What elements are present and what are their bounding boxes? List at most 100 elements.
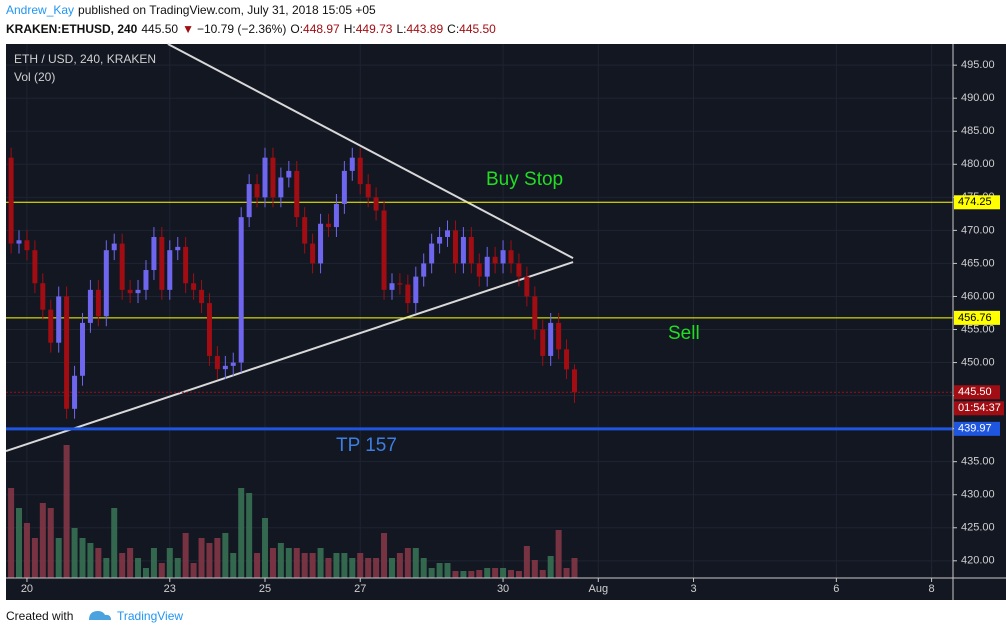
ohlc-key: C: xyxy=(447,22,459,36)
volume-bar xyxy=(222,533,229,578)
x-tick-label: Aug xyxy=(589,583,609,595)
volume-bar xyxy=(563,568,570,578)
candle-body xyxy=(413,276,419,304)
volume-bar xyxy=(55,538,62,578)
volume-bar xyxy=(452,571,459,578)
volume-bar xyxy=(341,553,348,578)
candle-body xyxy=(135,289,141,294)
volume-bar xyxy=(388,558,395,578)
volume-bar xyxy=(119,553,126,578)
volume-bar xyxy=(142,568,149,578)
candle-body xyxy=(8,157,14,244)
volume-bar xyxy=(190,563,197,578)
ohlc-key: O: xyxy=(290,22,303,36)
candle-body xyxy=(341,170,347,204)
y-tick-label: 450.00 xyxy=(961,356,995,368)
candle-body xyxy=(318,223,324,264)
volume-bar xyxy=(468,571,475,578)
price-badge-label: 456.76 xyxy=(958,312,992,324)
x-tick-label: 23 xyxy=(164,583,176,595)
candle-body xyxy=(103,250,109,317)
ohlc-value: 443.89 xyxy=(406,22,443,36)
chart-bg xyxy=(6,44,1006,600)
candle-body xyxy=(405,284,411,304)
volume-bar xyxy=(39,503,46,578)
candle-body xyxy=(516,263,522,277)
author[interactable]: Andrew_Kay xyxy=(6,3,74,17)
annotation: TP 157 xyxy=(336,435,397,456)
volume-bar xyxy=(547,556,554,578)
volume-bar xyxy=(508,570,515,578)
volume-bar xyxy=(15,508,22,578)
volume-bar xyxy=(150,548,157,578)
volume-bar xyxy=(127,548,134,578)
candle-body xyxy=(564,349,570,370)
candle-body xyxy=(524,276,530,297)
volume-bar xyxy=(484,568,491,578)
x-tick-label: 6 xyxy=(833,583,839,595)
candle-body xyxy=(548,322,554,356)
volume-bar xyxy=(460,571,467,578)
candle-body xyxy=(571,369,577,393)
price-badge-label: 439.97 xyxy=(958,423,992,435)
x-tick-label: 3 xyxy=(690,583,696,595)
volume-bar xyxy=(444,563,451,578)
header-line-2: KRAKEN:ETHUSD, 240 445.50 ▼ −10.79 (−2.36%)… xyxy=(6,22,496,36)
candle-body xyxy=(64,296,70,409)
candle-body xyxy=(206,303,212,356)
volume-bar xyxy=(420,558,427,578)
volume-bar xyxy=(230,553,237,578)
volume-bar xyxy=(214,538,221,578)
volume-bar xyxy=(436,563,443,578)
y-tick-label: 495.00 xyxy=(961,59,995,71)
y-tick-label: 420.00 xyxy=(961,555,995,567)
x-tick-label: 25 xyxy=(259,583,271,595)
volume-bar xyxy=(254,553,261,578)
volume-bar xyxy=(166,548,173,578)
volume-bar xyxy=(182,533,189,578)
candle-body xyxy=(56,296,62,343)
candle-body xyxy=(532,296,538,330)
volume-bar xyxy=(476,570,483,578)
y-tick-label: 470.00 xyxy=(961,224,995,236)
price-badge xyxy=(954,310,1000,325)
volume-bar xyxy=(206,543,213,578)
volume-bar xyxy=(571,558,578,578)
candle-body xyxy=(373,197,379,211)
candle-body xyxy=(95,289,101,317)
price-badge xyxy=(954,385,1000,400)
volume-bar xyxy=(349,558,356,578)
ohlc-key: L: xyxy=(396,22,406,36)
annotation: Sell xyxy=(668,323,700,344)
candle-body xyxy=(119,243,125,290)
volume-bar xyxy=(301,553,308,578)
footer-brand[interactable]: TradingView xyxy=(117,609,183,623)
candle-body xyxy=(40,283,46,310)
candle-body xyxy=(48,309,54,343)
candle-body xyxy=(381,210,387,290)
volume-bar xyxy=(515,571,522,578)
candle-body xyxy=(278,177,284,198)
candle-body xyxy=(437,236,443,244)
volume-bar xyxy=(357,553,364,578)
candle-body xyxy=(556,322,562,350)
candle-body xyxy=(468,236,474,264)
candle-body xyxy=(159,236,165,290)
candle-body xyxy=(310,243,316,264)
candle-body xyxy=(270,157,276,198)
volume-bar xyxy=(246,493,253,578)
candle-body xyxy=(357,157,363,185)
last-price: 445.50 xyxy=(141,22,178,36)
candle-body xyxy=(460,236,466,264)
candle-body xyxy=(24,240,30,251)
candle-body xyxy=(294,170,300,218)
header-line-1: Andrew_Kay published on TradingView.com, … xyxy=(6,3,376,17)
volume-bar xyxy=(396,553,403,578)
volume-bar xyxy=(135,558,142,578)
volume-bar xyxy=(23,523,30,578)
volume-bar xyxy=(71,528,78,578)
candle-body xyxy=(476,263,482,277)
price-badge-label: 445.50 xyxy=(958,386,992,398)
countdown-badge xyxy=(954,401,1004,416)
